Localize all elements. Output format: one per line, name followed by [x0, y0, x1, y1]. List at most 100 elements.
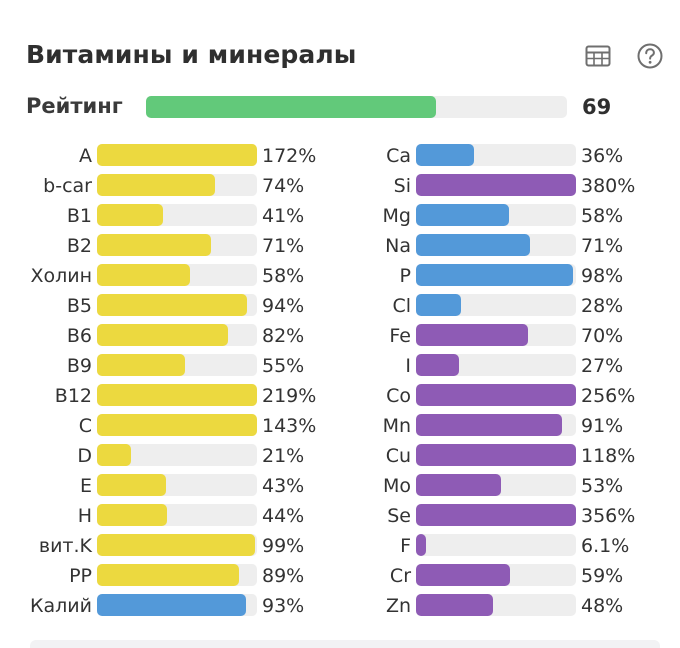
- bar-track-se: [416, 504, 576, 526]
- bar-cl: [416, 294, 461, 316]
- bar-track-pp: [97, 564, 257, 586]
- bar-track-co: [416, 384, 576, 406]
- nutrient-label-p: P: [399, 265, 411, 287]
- bar-track-fe: [416, 324, 576, 346]
- nutrient-label-cl: Cl: [392, 295, 411, 317]
- value-label-si: 380%: [581, 175, 636, 197]
- value-label-b12: 219%: [262, 385, 317, 407]
- nutrient-label-mn: Mn: [382, 415, 411, 437]
- nutrient-label-b-car: b-car: [43, 175, 92, 197]
- rating-bar-track: [146, 96, 567, 118]
- nutrient-label-b1: B1: [66, 205, 92, 227]
- rating-value: 69: [582, 95, 612, 119]
- nutrient-label-mo: Mo: [382, 475, 411, 497]
- bar-f: [416, 534, 426, 556]
- value-label-c: 143%: [262, 415, 317, 437]
- bar-track-na: [416, 234, 576, 256]
- nutrient-label-se: Se: [387, 505, 411, 527]
- nutrient-label-pp: PP: [69, 565, 92, 587]
- bar-track-i: [416, 354, 576, 376]
- nutrient-label-d: D: [77, 445, 92, 467]
- nutrient-label-ca: Ca: [386, 145, 411, 167]
- value-label-вит-k: 99%: [262, 535, 305, 557]
- nutrient-label-i: I: [405, 355, 411, 377]
- value-label-fe: 70%: [581, 325, 624, 347]
- value-label-na: 71%: [581, 235, 624, 257]
- bar-si: [416, 174, 576, 196]
- bar-c: [97, 414, 257, 436]
- nutrient-label-cu: Cu: [385, 445, 411, 467]
- nutrient-label-b5: B5: [66, 295, 92, 317]
- nutrient-label-вит-k: вит.K: [38, 535, 92, 557]
- bar-холин: [97, 264, 190, 286]
- bar-h: [97, 504, 168, 526]
- bar-e: [97, 474, 166, 496]
- bar-вит-k: [97, 534, 256, 556]
- nutrient-label-калий: Калий: [30, 595, 92, 617]
- value-label-h: 44%: [262, 505, 305, 527]
- bar-track-p: [416, 264, 576, 286]
- bar-track-b-car: [97, 174, 257, 196]
- nutrient-label-cr: Cr: [389, 565, 411, 587]
- bar-na: [416, 234, 530, 256]
- value-label-p: 98%: [581, 265, 624, 287]
- value-label-cu: 118%: [581, 445, 636, 467]
- bar-track-cl: [416, 294, 576, 316]
- bar-track-mg: [416, 204, 576, 226]
- value-label-b9: 55%: [262, 355, 305, 377]
- bar-se: [416, 504, 576, 526]
- bar-mo: [416, 474, 501, 496]
- value-label-mg: 58%: [581, 205, 624, 227]
- table-icon[interactable]: [584, 42, 612, 70]
- bar-track-b6: [97, 324, 257, 346]
- nutrient-label-b12: B12: [54, 385, 92, 407]
- bar-mn: [416, 414, 562, 436]
- bar-track-mn: [416, 414, 576, 436]
- value-label-a: 172%: [262, 145, 317, 167]
- bar-track-вит-k: [97, 534, 257, 556]
- bar-track-d: [97, 444, 257, 466]
- nutrient-label-mg: Mg: [382, 205, 411, 227]
- bar-cr: [416, 564, 511, 586]
- value-label-b2: 71%: [262, 235, 305, 257]
- bar-fe: [416, 324, 528, 346]
- value-label-i: 27%: [581, 355, 624, 377]
- value-label-zn: 48%: [581, 595, 624, 617]
- bar-track-zn: [416, 594, 576, 616]
- bar-a: [97, 144, 257, 166]
- bar-track-b2: [97, 234, 257, 256]
- value-label-e: 43%: [262, 475, 305, 497]
- value-label-калий: 93%: [262, 595, 305, 617]
- nutrient-label-a: A: [79, 145, 92, 167]
- value-label-pp: 89%: [262, 565, 305, 587]
- rating-bar-fill: [146, 96, 437, 118]
- bar-track-cr: [416, 564, 576, 586]
- nutrient-label-b9: B9: [66, 355, 92, 377]
- bar-d: [97, 444, 131, 466]
- value-label-b6: 82%: [262, 325, 305, 347]
- value-label-b1: 41%: [262, 205, 305, 227]
- nutrient-label-si: Si: [393, 175, 411, 197]
- bar-b5: [97, 294, 248, 316]
- bar-track-ca: [416, 144, 576, 166]
- nutrient-label-h: H: [77, 505, 92, 527]
- bar-track-калий: [97, 594, 257, 616]
- nutrient-label-f: F: [400, 535, 411, 557]
- bar-cu: [416, 444, 576, 466]
- next-card-edge: [30, 640, 660, 648]
- nutrient-label-fe: Fe: [389, 325, 411, 347]
- value-label-b-car: 74%: [262, 175, 305, 197]
- bar-mg: [416, 204, 509, 226]
- bar-b2: [97, 234, 211, 256]
- help-icon[interactable]: [636, 42, 664, 70]
- bar-track-h: [97, 504, 257, 526]
- nutrient-label-co: Co: [386, 385, 411, 407]
- bar-калий: [97, 594, 246, 616]
- bar-p: [416, 264, 573, 286]
- bar-track-холин: [97, 264, 257, 286]
- value-label-холин: 58%: [262, 265, 305, 287]
- value-label-co: 256%: [581, 385, 636, 407]
- value-label-ca: 36%: [581, 145, 624, 167]
- nutrient-label-b6: B6: [66, 325, 92, 347]
- rating-label: Рейтинг: [26, 94, 123, 118]
